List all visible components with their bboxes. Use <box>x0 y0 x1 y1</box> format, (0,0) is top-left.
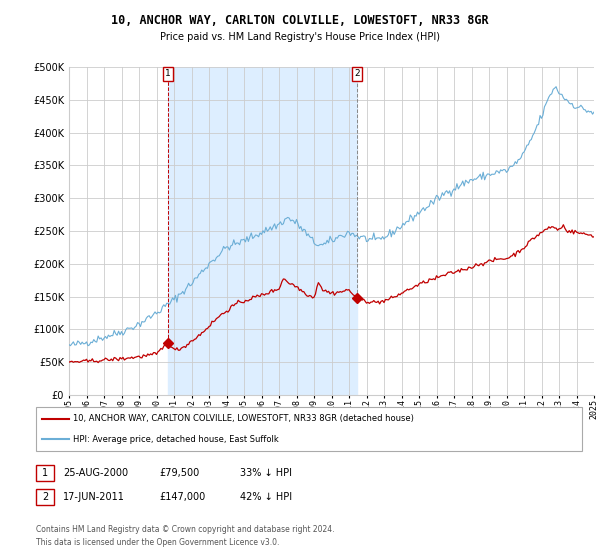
Bar <box>168 67 357 395</box>
Text: 1: 1 <box>42 468 48 478</box>
Text: £147,000: £147,000 <box>159 492 205 502</box>
Text: 25-AUG-2000: 25-AUG-2000 <box>63 468 128 478</box>
Text: 2: 2 <box>42 492 48 502</box>
Text: HPI: Average price, detached house, East Suffolk: HPI: Average price, detached house, East… <box>73 435 279 444</box>
Text: Contains HM Land Registry data © Crown copyright and database right 2024.
This d: Contains HM Land Registry data © Crown c… <box>36 525 335 547</box>
Text: 10, ANCHOR WAY, CARLTON COLVILLE, LOWESTOFT, NR33 8GR (detached house): 10, ANCHOR WAY, CARLTON COLVILLE, LOWEST… <box>73 414 414 423</box>
Text: Price paid vs. HM Land Registry's House Price Index (HPI): Price paid vs. HM Land Registry's House … <box>160 32 440 43</box>
Text: 33% ↓ HPI: 33% ↓ HPI <box>240 468 292 478</box>
Text: 2: 2 <box>354 69 360 78</box>
Text: £79,500: £79,500 <box>159 468 199 478</box>
Text: 10, ANCHOR WAY, CARLTON COLVILLE, LOWESTOFT, NR33 8GR: 10, ANCHOR WAY, CARLTON COLVILLE, LOWEST… <box>111 14 489 27</box>
Text: 42% ↓ HPI: 42% ↓ HPI <box>240 492 292 502</box>
Text: 1: 1 <box>165 69 171 78</box>
Text: 17-JUN-2011: 17-JUN-2011 <box>63 492 125 502</box>
